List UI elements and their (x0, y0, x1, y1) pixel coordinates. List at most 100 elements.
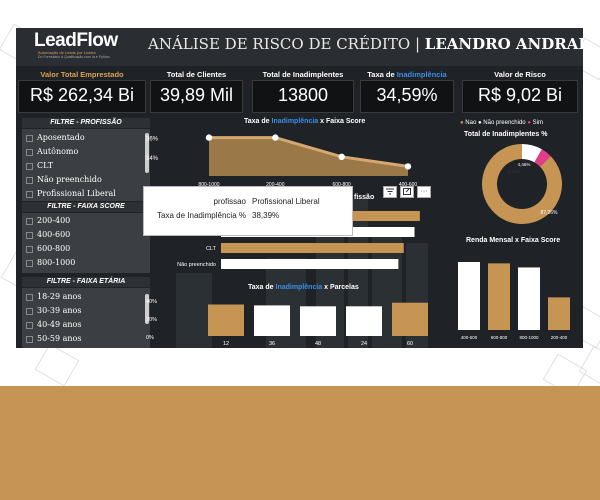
scrollbar[interactable] (145, 133, 149, 173)
filter-option[interactable]: Aposentado (26, 132, 85, 144)
filter-option[interactable]: 400-600 (26, 229, 70, 241)
data-point (205, 134, 213, 141)
checkbox[interactable] (26, 321, 33, 329)
filter-option[interactable]: 800-1000 (26, 257, 75, 269)
dashboard-report: LeadFlow Automação de Leads por Lixeira … (16, 28, 583, 348)
scrollbar[interactable] (145, 294, 149, 324)
checkbox[interactable] (26, 307, 33, 315)
filter-option-label: 30-39 anos (37, 306, 82, 315)
filter-option-label: Não preenchido (37, 175, 102, 184)
title-author: LEANDRO ANDRADE (424, 35, 583, 53)
filter-option[interactable]: 200-400 (26, 215, 70, 227)
checkbox[interactable] (26, 293, 33, 301)
slice-label: 87,26% (541, 210, 559, 216)
filter-option[interactable]: CLT (26, 160, 53, 172)
parcelas-bar-chart[interactable]: 40% 20% 0% 12 36 48 24 60 (146, 294, 446, 348)
checkbox[interactable] (26, 245, 33, 253)
filter-option[interactable]: Profissional Liberal (26, 188, 116, 198)
x-tick-label: 200-400 (551, 335, 568, 340)
chart-title-part: x Faixa Score (318, 118, 366, 125)
footer-band (0, 386, 600, 500)
renda-bar-chart[interactable]: 400-600 600-800 800-1000 200-400 (452, 248, 578, 344)
filter-score-title: FILTRE - FAIXA SCORE (22, 202, 150, 212)
filter-option-label: 18-29 anos (37, 292, 82, 301)
checkbox[interactable] (26, 217, 33, 225)
tooltip-row: profissao Profissional Liberal (144, 197, 354, 209)
filter-option[interactable]: Autônomo (26, 146, 78, 158)
legend-label: Nao (465, 120, 477, 126)
tooltip-row: Taxa de Inadimplência % 38,39% (144, 211, 354, 223)
kpi-box (252, 80, 354, 113)
donut-legend: ● Nao ● Não preenchido ● Sim (460, 120, 543, 126)
x-tick-label: 400-600 (461, 335, 478, 340)
x-tick-label: 24 (361, 341, 367, 347)
kpi-value: 39,89 Mil (159, 85, 234, 105)
bar (300, 306, 336, 336)
checkbox[interactable] (26, 176, 33, 184)
checkbox[interactable] (26, 335, 33, 343)
filter-option[interactable]: 50-59 anos (26, 333, 81, 345)
score-area-chart[interactable]: 36% 34% 800-1000 200-400 600-800 400-600 (146, 124, 446, 188)
x-tick-label: 800-1000 (198, 182, 219, 188)
chart-title-accent: Inadimplência (271, 118, 319, 125)
kpi-label: Total de Inadimplentes (262, 70, 344, 79)
filter-idade-list[interactable]: 18-29 anos 30-39 anos 40-49 anos 50-59 a… (22, 288, 150, 348)
chart-tooltip: profissao Profissional Liberal Taxa de I… (143, 186, 353, 236)
filter-profissao-list[interactable]: Aposentado Autônomo CLT Não preenchido P… (22, 129, 150, 201)
kpi-box (150, 80, 243, 113)
checkbox[interactable] (26, 148, 33, 156)
kpi-box (360, 80, 454, 113)
y-tick-label: 20% (146, 317, 157, 323)
bar (548, 297, 570, 330)
x-tick-label: 36 (269, 341, 275, 347)
kpi-card-valor-risco: Valor de Risco R$ 9,02 Bi (462, 68, 578, 114)
data-point (404, 163, 412, 170)
checkbox[interactable] (26, 190, 33, 198)
donut-slice (522, 144, 542, 163)
kpi-label: Valor Total Emprestado (40, 70, 124, 79)
filter-score-list[interactable]: 200-400 400-600 600-800 800-1000 (22, 213, 150, 273)
bar (488, 263, 510, 330)
checkbox[interactable] (26, 162, 33, 170)
filter-option-label: 800-1000 (37, 258, 76, 267)
page-title: ANÁLISE DE RISCO DE CRÉDITO | LEANDRO AN… (148, 35, 583, 53)
filter-option[interactable]: 600-800 (26, 243, 70, 255)
kpi-card-total-clientes: Total de Clientes 39,89 Mil (150, 68, 243, 114)
brand-tagline: Automação de Leads por Lixeira (38, 50, 96, 55)
focus-mode-icon[interactable] (400, 186, 414, 198)
filter-option-label: 600-800 (37, 244, 71, 253)
filter-icon[interactable] (383, 186, 397, 198)
filter-option[interactable]: 30-39 anos (26, 305, 81, 317)
kpi-box (18, 80, 146, 113)
kpi-label-accent: Inadimplência (396, 70, 447, 79)
kpi-card-total-inadimplentes: Total de Inadimplentes 13800 (252, 68, 354, 114)
kpi-card-taxa-inadimplencia: Taxa de Inadimplência 34,59% (360, 68, 454, 114)
filter-icon-glyph (386, 188, 394, 195)
bar (458, 262, 480, 330)
checkbox[interactable] (26, 134, 33, 142)
tooltip-value: Profissional Liberal (252, 197, 320, 206)
kpi-label: Taxa de Inadimplência (360, 70, 454, 79)
filter-option-label: Aposentado (37, 133, 85, 142)
filter-option[interactable]: Não preenchido (26, 174, 102, 186)
bar (221, 259, 399, 269)
filter-option-label: CLT (37, 161, 54, 170)
filter-option-label: 40-49 anos (37, 320, 82, 329)
legend-dot: ● (460, 120, 464, 126)
checkbox[interactable] (26, 231, 33, 239)
x-tick-label: 12 (223, 341, 229, 347)
more-options-button[interactable]: ··· (417, 186, 431, 198)
filter-option[interactable]: 18-29 anos (26, 291, 81, 303)
area-fill (209, 137, 408, 176)
inadimplentes-donut-chart[interactable]: 87,26% 8,29% 4,46% (456, 140, 576, 228)
chart-title-part: x Parcelas (322, 284, 359, 291)
bar (254, 305, 290, 336)
filter-option-label: 50-59 anos (37, 334, 82, 343)
tooltip-key: Taxa de Inadimplência % (157, 211, 246, 220)
checkbox[interactable] (26, 259, 33, 267)
x-tick-label: 600-800 (332, 182, 351, 188)
tooltip-value: 38,39% (252, 211, 280, 220)
filter-option[interactable]: 40-49 anos (26, 319, 81, 331)
tooltip-key: profissao (213, 197, 246, 206)
